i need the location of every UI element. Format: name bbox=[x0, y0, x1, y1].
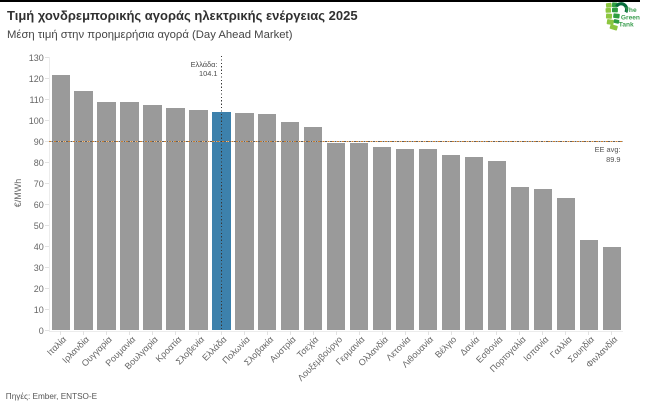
svg-text:Green: Green bbox=[621, 14, 640, 21]
svg-text:Tank: Tank bbox=[619, 22, 634, 29]
svg-text:The: The bbox=[625, 7, 637, 14]
